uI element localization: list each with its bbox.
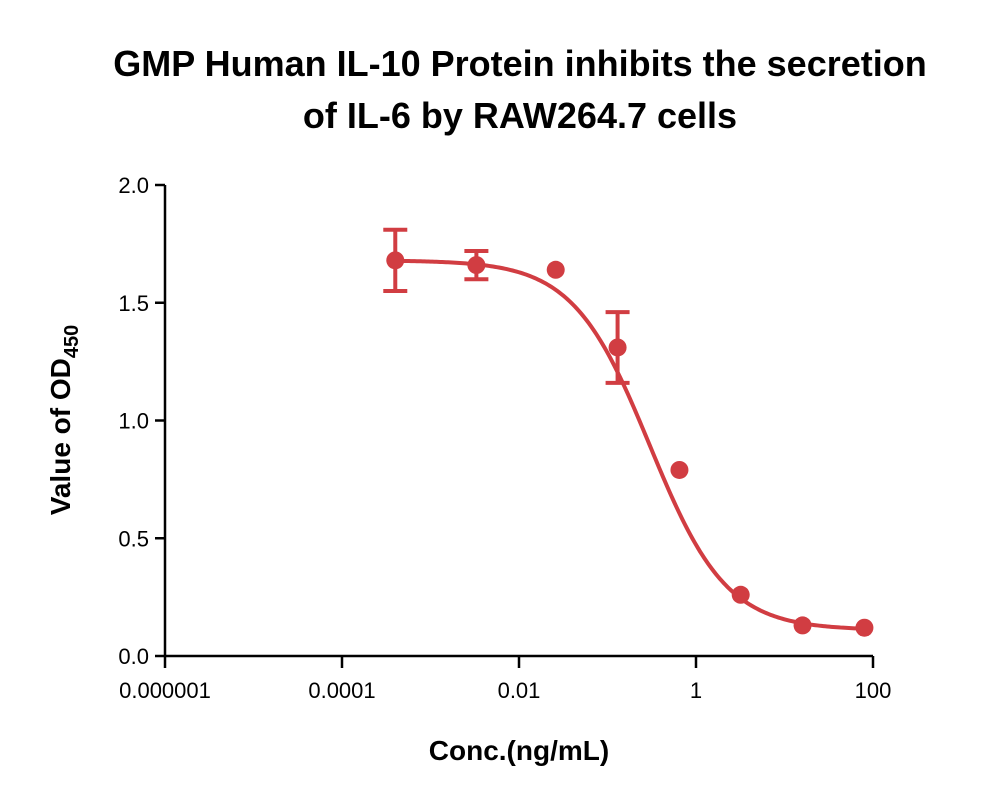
x-tick-label: 0.000001 xyxy=(119,678,211,703)
chart-title-line-2: of IL-6 by RAW264.7 cells xyxy=(302,95,738,136)
y-axis-title: Value of OD450 xyxy=(45,325,83,516)
y-axis-title-main: Value of OD xyxy=(45,358,76,515)
chart-title: GMP Human IL-10 Protein inhibits the sec… xyxy=(0,38,1000,142)
y-axis-title-subscript: 450 xyxy=(61,325,83,358)
y-ticks: 0.0 0.5 1.0 1.5 2.0 xyxy=(118,173,165,669)
y-tick-label: 0.5 xyxy=(118,526,149,551)
y-tick-label: 0.0 xyxy=(118,644,149,669)
chart-title-line-1: GMP Human IL-10 Protein inhibits the sec… xyxy=(113,43,927,84)
x-tick-label: 0.01 xyxy=(498,678,541,703)
x-ticks: 0.000001 0.0001 0.01 1 100 xyxy=(119,656,891,703)
x-tick-label: 1 xyxy=(690,678,702,703)
x-axis-title: Conc.(ng/mL) xyxy=(429,735,609,766)
data-point xyxy=(793,616,812,635)
y-tick-label: 1.0 xyxy=(118,409,149,434)
y-tick-label: 1.5 xyxy=(118,291,149,316)
error-bars xyxy=(383,227,630,385)
fit-curve xyxy=(395,258,865,631)
y-tick-label: 2.0 xyxy=(118,173,149,198)
data-point xyxy=(386,251,405,270)
data-point xyxy=(731,585,750,604)
data-point xyxy=(670,460,689,479)
data-points xyxy=(386,251,874,637)
data-point xyxy=(855,618,874,637)
x-tick-label: 100 xyxy=(855,678,892,703)
data-point xyxy=(467,256,486,275)
data-point xyxy=(608,338,627,357)
x-tick-label: 0.0001 xyxy=(308,678,375,703)
axes xyxy=(163,185,873,658)
data-point xyxy=(546,260,565,279)
